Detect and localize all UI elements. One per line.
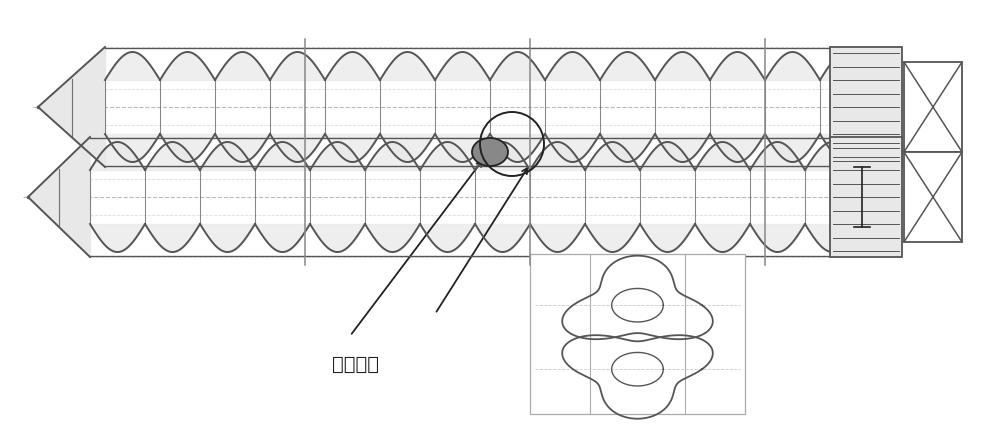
- Bar: [904, 153, 962, 242]
- Bar: [830, 48, 902, 167]
- Bar: [904, 63, 962, 153]
- Bar: [830, 138, 902, 257]
- Text: 玉米茎秵: 玉米茎秵: [332, 354, 379, 373]
- Ellipse shape: [472, 139, 508, 167]
- Bar: [530, 254, 745, 414]
